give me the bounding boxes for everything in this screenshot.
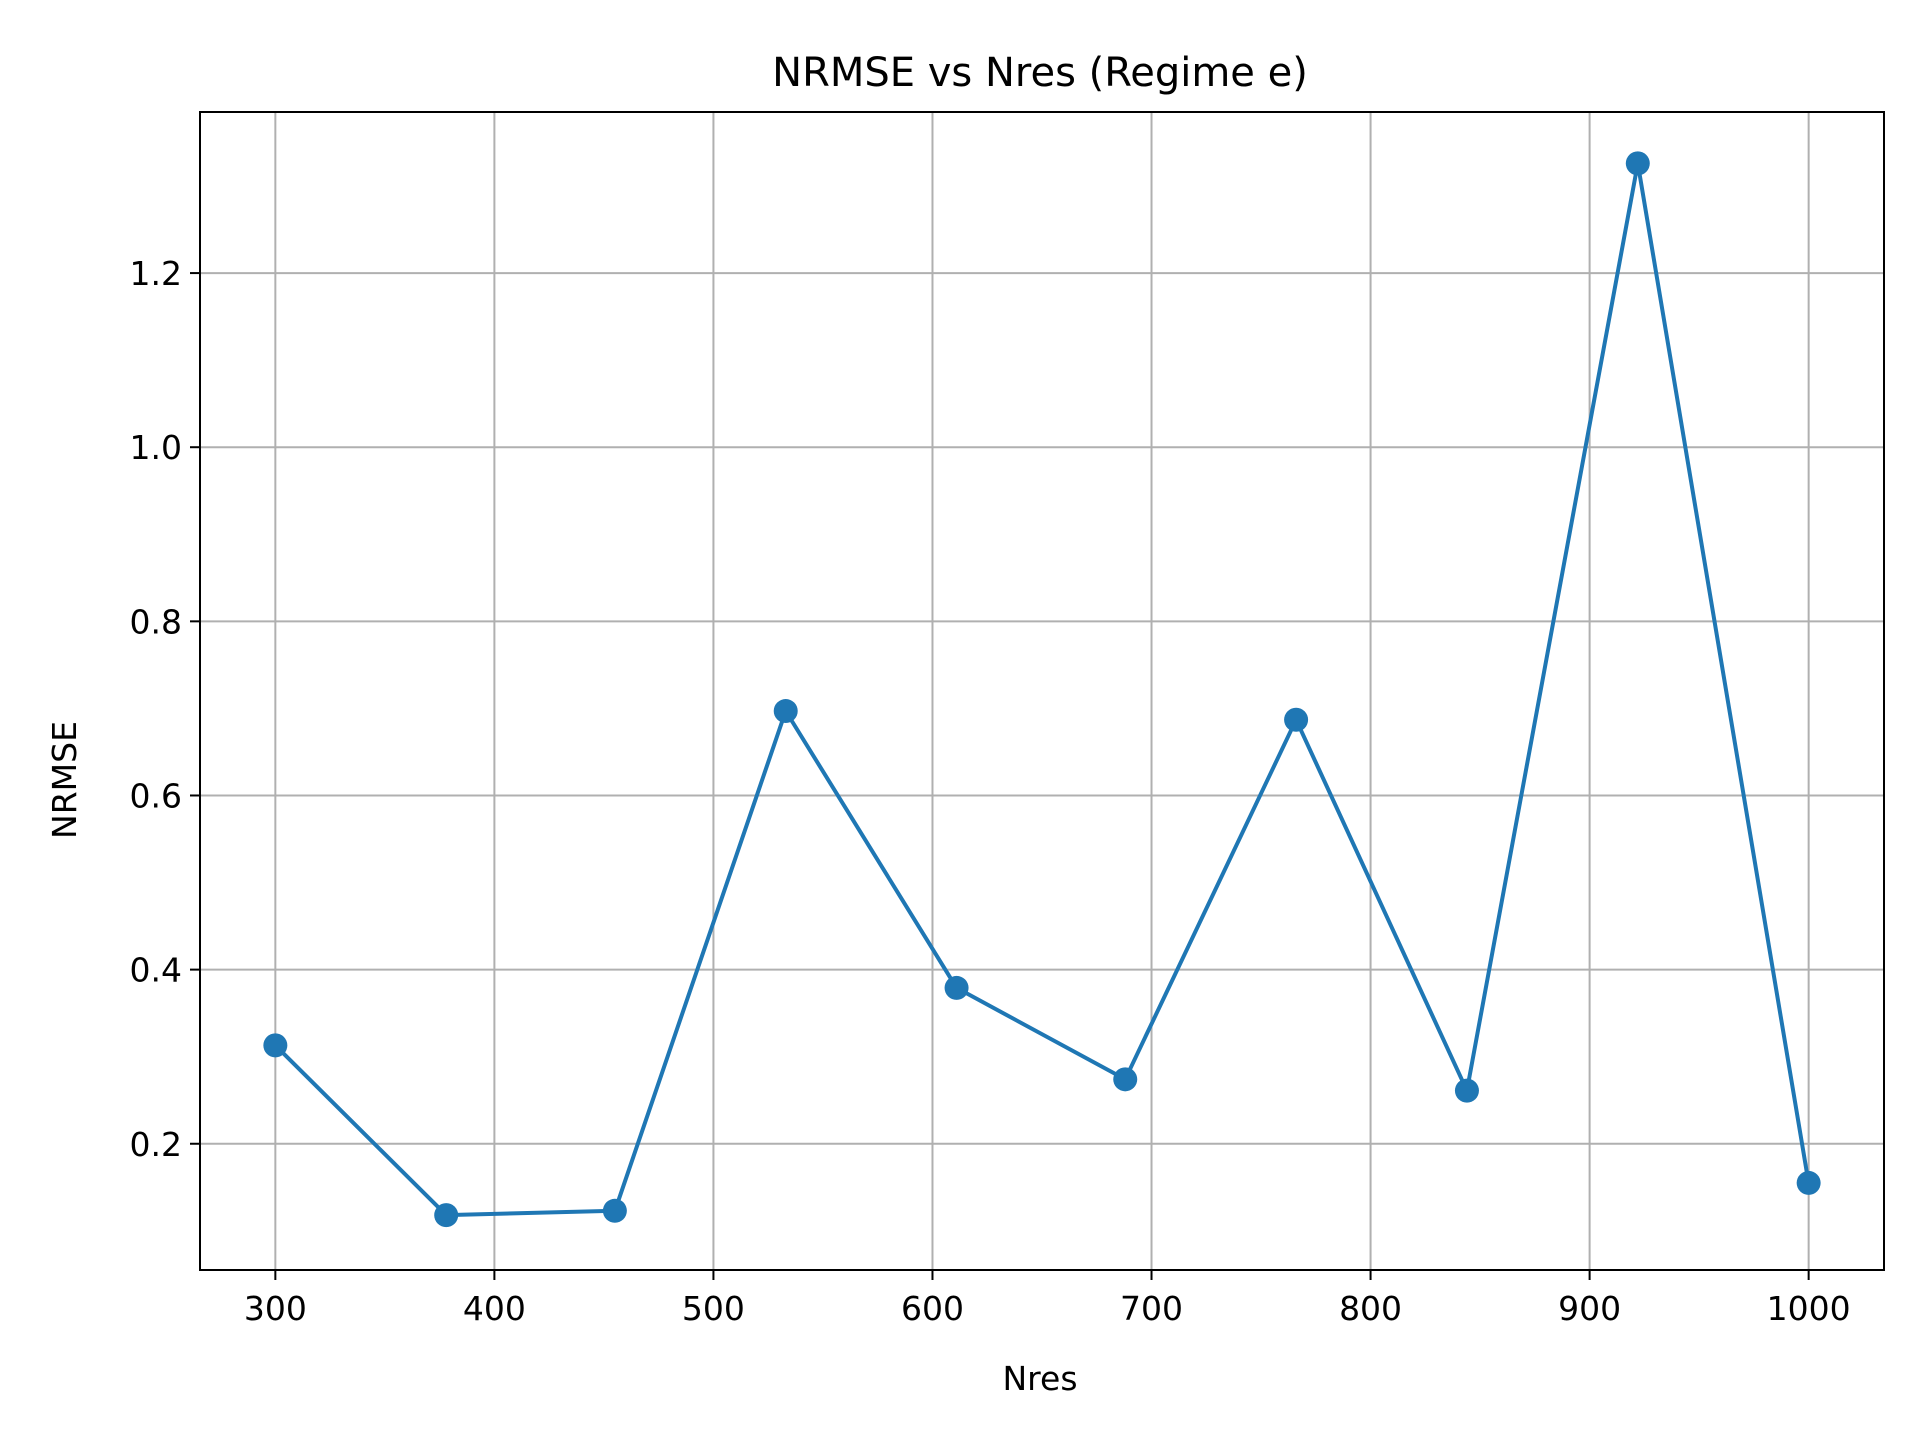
x-tick-label: 600 [901, 1289, 964, 1328]
data-point [1796, 1170, 1821, 1195]
x-tick-label: 500 [682, 1289, 745, 1328]
series-layer [263, 151, 1821, 1228]
plot-frame [199, 111, 1885, 1271]
x-tick-label: 800 [1339, 1289, 1402, 1328]
y-tick-label: 1.0 [130, 428, 182, 467]
data-point [434, 1203, 459, 1228]
axis-ticks: 300 400 500 600 700 800 900 1000 0.2 0.4 0.6 0.8 1.0… [130, 254, 1851, 1328]
series-line [273, 161, 1811, 1218]
x-tick-label: 400 [463, 1289, 526, 1328]
y-axis-label: NRMSE [45, 721, 84, 839]
y-tick-label: 0.4 [130, 951, 182, 990]
y-tick-label: 0.8 [130, 602, 182, 641]
grid-lines [200, 112, 1884, 1270]
data-point [773, 699, 798, 724]
data-point [1625, 151, 1650, 176]
data-point [944, 975, 969, 1000]
data-point [1454, 1078, 1479, 1103]
y-tick-label: 1.2 [130, 254, 182, 293]
x-tick-label: 700 [1120, 1289, 1183, 1328]
data-point [263, 1033, 288, 1058]
data-point [1113, 1067, 1138, 1092]
y-tick-label: 0.6 [130, 776, 182, 815]
data-point [1284, 707, 1309, 732]
x-axis-label: Nres [1002, 1359, 1077, 1398]
chart-title: NRMSE vs Nres (Regime e) [772, 50, 1308, 96]
y-tick-label: 0.2 [130, 1125, 182, 1164]
data-point [602, 1198, 627, 1223]
x-tick-label: 900 [1558, 1289, 1621, 1328]
x-tick-label: 1000 [1767, 1289, 1851, 1328]
x-tick-label: 300 [244, 1289, 307, 1328]
